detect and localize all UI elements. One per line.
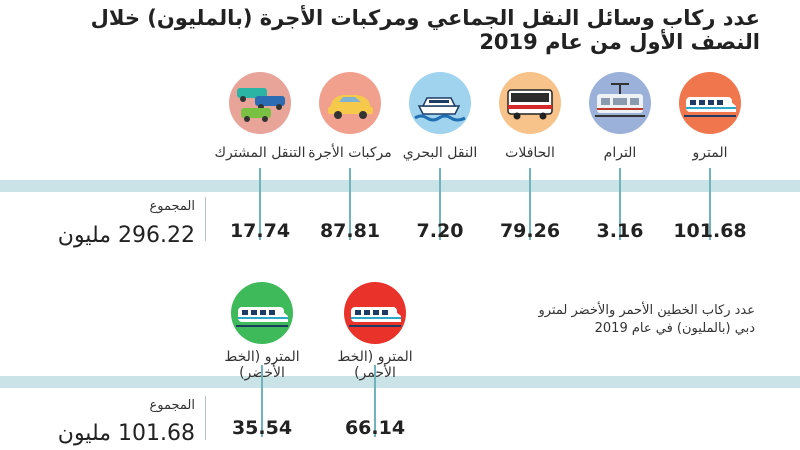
data-value: 3.16 [596,220,644,242]
page-title: عدد ركاب وسائل النقل الجماعي ومركبات الأ… [90,6,760,54]
total-label: المجموع [149,199,195,214]
bus-icon [499,72,561,134]
total-divider [205,396,206,440]
data-value: 7.20 [416,220,464,242]
category-label: النقل البحري [402,145,478,161]
metro-icon [679,72,741,134]
red-line-metro-icon [344,282,406,344]
axis-band [0,376,800,388]
tram-icon [589,72,651,134]
data-value: 79.26 [499,220,561,242]
category-label: الترام [603,145,637,161]
tick-line [709,168,711,240]
tick-line [439,168,441,240]
green-line-metro-icon [231,282,293,344]
section-note: عدد ركاب الخطين الأحمر والأخضر لمترو دبي… [538,303,755,336]
data-value: 101.68 [673,220,747,242]
category-label: المترو [692,145,728,161]
data-value: 87.81 [319,220,381,242]
category-label: الحافلات [505,145,555,161]
data-value: 66.14 [344,417,406,439]
boat-icon [409,72,471,134]
tick-line [374,365,376,437]
tick-line [529,168,531,240]
taxi-icon [319,72,381,134]
category-label: مركبات الأجرة [308,145,392,161]
tick-line [349,168,351,240]
axis-band [0,180,800,192]
shared-cars-icon [229,72,291,134]
total-divider [205,197,206,241]
data-value: 17.74 [229,220,291,242]
category-label: التنقل المشترك [214,145,306,161]
data-value: 35.54 [231,417,293,439]
tick-line [619,168,621,240]
total-value: 101.68 مليون [57,421,195,446]
total-value: 296.22 مليون [57,223,195,248]
tick-line [259,168,261,240]
total-label: المجموع [149,398,195,413]
tick-line [261,365,263,437]
